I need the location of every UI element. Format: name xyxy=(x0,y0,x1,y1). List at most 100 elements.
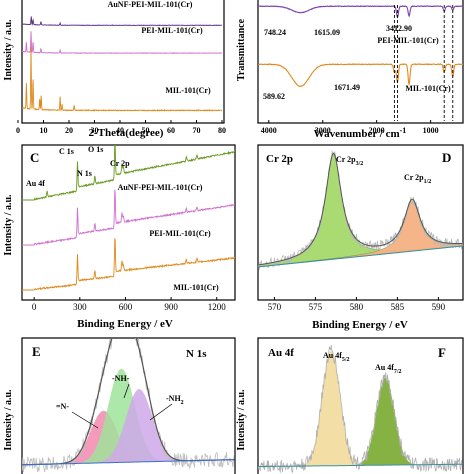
panel-a-series-line xyxy=(22,16,223,26)
panel-c-peak-label-o: O 1s xyxy=(88,145,103,154)
panel-c-peak-label-c: C 1s xyxy=(59,147,74,156)
panel-e-title: N 1s xyxy=(186,348,207,360)
panel-c-series-label-3: MIL-101(Cr) xyxy=(173,283,219,292)
panel-b-frame xyxy=(257,0,464,124)
panel-b-ylabel: Transmittance xyxy=(236,18,247,81)
panel-e: E N 1s Intensity / a.u. =N- -NH- -NH2 xyxy=(3,337,236,474)
panel-c-x-tick-label: 1200 xyxy=(208,302,227,312)
panel-a-series-line xyxy=(22,31,222,55)
panel-f-baseline xyxy=(258,463,463,468)
panel-a: 0 10 20 30 40 50 60 70 80 2-Theta(degree) Intens… xyxy=(3,0,226,139)
panel-c-peak-label-n: N 1s xyxy=(77,169,92,178)
panel-a-x-tick-label: 50 xyxy=(142,126,150,135)
panel-e-frame xyxy=(21,337,236,474)
panel-e-peak-label-2: -NH- xyxy=(112,374,130,383)
panel-a-x-tick-label: 70 xyxy=(193,126,201,135)
panel-e-label-pointer xyxy=(71,411,99,429)
panel-b-plot xyxy=(258,5,463,121)
panel-e-label-pointer xyxy=(149,403,173,421)
panel-f-frame xyxy=(257,337,464,474)
panel-d: 570 575 580 585 590 Cr 2p D Cr 2p3/2 Cr 2p1/… xyxy=(257,144,464,331)
panel-a-x-tick-label: 10 xyxy=(40,126,48,135)
panel-e-raw-data xyxy=(22,338,235,473)
panel-b-series-line xyxy=(258,63,463,88)
panel-e-ylabel: Intensity / a.u. xyxy=(3,389,14,451)
panel-c-series-line xyxy=(22,238,235,291)
panel-f-raw-data xyxy=(258,344,463,474)
panel-e-peak-label-3: -NH2 xyxy=(166,394,184,406)
panel-a-x-tick-label: 80 xyxy=(218,126,226,135)
panel-a-xlabel: 2-Theta(degree) xyxy=(89,127,164,139)
panel-c-x-tick-label: 300 xyxy=(73,302,87,312)
panel-a-series-label-3: MIL-101(Cr) xyxy=(165,86,211,95)
panel-b-series-label-1: PEI-MIL-101(Cr) xyxy=(377,36,439,45)
panel-a-plot xyxy=(22,16,223,112)
panel-a-x-tick-label: 30 xyxy=(91,126,99,135)
panel-a-x-tick-label: 40 xyxy=(116,126,124,135)
panel-d-frame xyxy=(257,144,464,301)
panel-e-plot xyxy=(22,338,235,473)
panel-c-letter: C xyxy=(30,150,39,165)
panel-f-fit-peak xyxy=(258,377,463,467)
panel-b: 4000 3000 2000 1000 Wavenumber / cm-1 Trans… xyxy=(236,0,464,140)
panel-d-letter: D xyxy=(442,150,451,165)
panel-f-fit-peak xyxy=(258,350,463,467)
panel-d-fit-peak xyxy=(258,153,463,268)
panel-f: Au 4f F Intensity / a.u. Au 4f5/2 Au 4f7… xyxy=(236,337,464,474)
panel-c-x-tick-label: 900 xyxy=(164,302,178,312)
panel-d-title: Cr 2p xyxy=(266,153,293,165)
panel-c-series-label-1: AuNF-PEI-MIL-101(Cr) xyxy=(118,183,203,192)
panel-a-series-label-1: AuNF-PEI-MIL-101(Cr) xyxy=(108,0,193,9)
panel-d-peak-label-2: Cr 2p1/2 xyxy=(404,173,431,185)
panel-d-peak-label-1: Cr 2p3/2 xyxy=(336,155,363,167)
panel-d-envelope xyxy=(258,152,463,266)
panel-c-series-label-2: PEI-MIL-101(Cr) xyxy=(149,229,211,238)
panel-c-series-line xyxy=(22,145,235,201)
panel-b-x-tick-label: 3000 xyxy=(315,126,331,135)
panel-b-x-tick-label: 2000 xyxy=(369,126,385,135)
panel-f-title: Au 4f xyxy=(268,347,294,359)
panel-e-fit-peak xyxy=(22,389,235,465)
panel-f-peak-label-1: Au 4f5/2 xyxy=(323,351,350,363)
panel-c: 0 300 600 900 1200 C Binding Energy / eV Int… xyxy=(3,144,236,330)
panel-c-peak-label-au: Au 4f xyxy=(26,179,45,188)
panel-a-x-tick-label: 20 xyxy=(65,126,73,135)
panel-e-peak-label-1: =N- xyxy=(56,402,69,411)
panel-d-x-tick-label: 570 xyxy=(268,302,282,312)
panel-d-x-tick-label: 590 xyxy=(432,302,446,312)
panel-d-x-tick-label: 580 xyxy=(350,302,364,312)
panel-a-x-tick-label: 0 xyxy=(16,126,20,135)
panel-b-annotation-1671: 1671.49 xyxy=(334,83,360,92)
panel-a-ticks: 0 10 20 30 40 50 60 70 80 xyxy=(16,120,226,135)
panel-a-ylabel: Intensity / a.u. xyxy=(3,19,14,81)
panel-b-annotation-748: 748.24 xyxy=(264,28,286,37)
panel-b-x-tick-label: 1000 xyxy=(423,126,439,135)
panel-f-plot xyxy=(258,344,463,474)
panel-e-baseline xyxy=(22,459,235,466)
panel-d-x-tick-label: 575 xyxy=(309,302,323,312)
panel-f-peak-label-2: Au 4f7/2 xyxy=(375,363,402,375)
panel-c-x-tick-label: 0 xyxy=(32,302,37,312)
panel-c-frame xyxy=(21,144,236,301)
panel-c-ticks: 0 300 600 900 1200 xyxy=(32,297,226,312)
panel-b-ticks: 4000 3000 2000 1000 xyxy=(261,120,439,135)
panel-d-xlabel: Binding Energy / eV xyxy=(312,319,408,331)
panel-d-x-tick-label: 585 xyxy=(391,302,405,312)
panel-c-x-tick-label: 600 xyxy=(119,302,133,312)
panel-d-plot xyxy=(258,149,463,270)
panel-c-ylabel: Intensity / a.u. xyxy=(3,194,14,256)
panel-f-ylabel: Intensity / a.u. xyxy=(236,389,247,451)
panel-b-x-tick-label: 4000 xyxy=(261,126,277,135)
panel-f-letter: F xyxy=(438,345,446,360)
panel-b-annotation-589: 589.62 xyxy=(263,92,285,101)
panel-a-frame xyxy=(21,0,225,124)
panel-d-baseline xyxy=(258,245,463,268)
panel-e-label-pointer xyxy=(123,383,130,399)
panel-c-series-line xyxy=(22,189,235,246)
panel-c-plot xyxy=(22,145,235,291)
panel-e-letter: E xyxy=(32,344,41,359)
panel-b-xlabel: Wavenumber / cm-1 xyxy=(314,126,407,140)
panel-d-ticks: 570 575 580 585 590 xyxy=(268,297,446,312)
panel-b-series-line xyxy=(258,5,463,19)
